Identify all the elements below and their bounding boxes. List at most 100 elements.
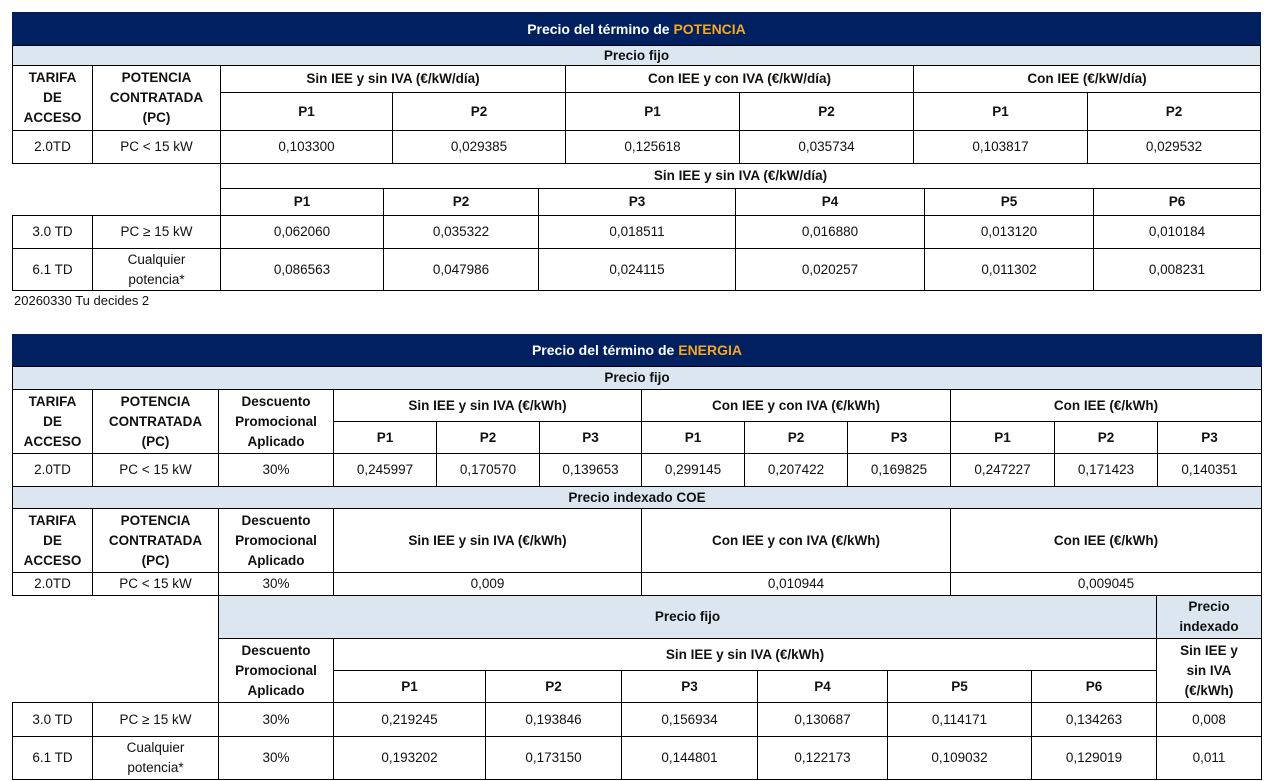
cell-pc: PC < 15 kW — [92, 453, 219, 487]
period-header: P2 — [383, 188, 539, 216]
group-header: Con IEE (€/kWh) — [950, 389, 1262, 422]
footnote: 20260330 Tu decides 2 — [14, 293, 150, 308]
period-header: P1 — [333, 421, 437, 454]
cell-pc: PC < 15 kW — [92, 130, 221, 164]
cell-pc: Cualquier potencia* — [92, 736, 219, 780]
cell-value: 0,193846 — [485, 702, 622, 737]
cell-value: 0,169825 — [847, 453, 951, 487]
cell-value: 0,122173 — [757, 736, 888, 780]
period-header: P1 — [565, 92, 740, 131]
period-header: P6 — [1031, 670, 1157, 703]
cell-value: 0,016880 — [735, 215, 925, 249]
cell-value: 0,193202 — [333, 736, 486, 780]
indexado-group-header: Sin IEE y sin IVA (€/kWh) — [1156, 638, 1262, 703]
cell-tarifa: 6.1 TD — [12, 736, 93, 780]
precio-fijo-band: Precio fijo — [12, 45, 1261, 66]
title-highlight: POTENCIA — [673, 20, 746, 37]
cell-value: 0,008231 — [1093, 248, 1261, 291]
cell-value: 0,219245 — [333, 702, 486, 737]
cell-value: 0,047986 — [383, 248, 539, 291]
period-header: P2 — [436, 421, 540, 454]
cell-pc: PC ≥ 15 kW — [92, 215, 221, 249]
cell-indexado: 0,011 — [1156, 736, 1262, 780]
group-header: Sin IEE y sin IVA (€/kW/día) — [220, 163, 1261, 189]
cell-value: 0,103300 — [220, 130, 393, 164]
period-header: P1 — [220, 92, 393, 131]
period-header: P2 — [392, 92, 566, 131]
cell-pc: Cualquier potencia* — [92, 248, 221, 291]
cell-value: 0,109032 — [887, 736, 1032, 780]
cell-value: 0,009 — [333, 572, 642, 596]
group-header: Sin IEE y sin IVA (€/kW/día) — [220, 65, 566, 93]
group-header: Con IEE y con IVA (€/kW/día) — [565, 65, 914, 93]
period-header: P2 — [1054, 421, 1158, 454]
cell-value: 0,139653 — [539, 453, 642, 487]
period-header: P2 — [739, 92, 914, 131]
group-header: Con IEE (€/kW/día) — [913, 65, 1261, 93]
period-header: P2 — [744, 421, 848, 454]
cell-pc: PC < 15 kW — [92, 572, 219, 596]
cell-tarifa: 2.0TD — [12, 453, 93, 487]
cell-value: 0,299145 — [641, 453, 745, 487]
cell-value: 0,010184 — [1093, 215, 1261, 249]
cell-tarifa: 3.0 TD — [12, 702, 93, 737]
period-header: P6 — [1093, 188, 1261, 216]
cell-tarifa: 6.1 TD — [12, 248, 93, 291]
energia-title: Precio del término de ENERGIA — [12, 334, 1262, 366]
period-header: P4 — [735, 188, 925, 216]
period-header: P2 — [1087, 92, 1261, 131]
period-header: P1 — [950, 421, 1055, 454]
cell-value: 0,103817 — [913, 130, 1088, 164]
cell-value: 0,140351 — [1157, 453, 1262, 487]
period-header: P3 — [1157, 421, 1262, 454]
precio-indexado-band: Precio indexado COE — [12, 486, 1262, 509]
group-header: Sin IEE y sin IVA (€/kWh) — [333, 638, 1157, 671]
period-header: P3 — [847, 421, 951, 454]
header-tarifa: TARIFA DE ACCESO — [12, 65, 93, 131]
cell-value: 0,245997 — [333, 453, 437, 487]
period-header: P3 — [538, 188, 736, 216]
header-potencia: POTENCIA CONTRATADA (PC) — [92, 65, 221, 131]
cell-value: 0,173150 — [485, 736, 622, 780]
header-tarifa: TARIFA DE ACCESO — [12, 389, 93, 454]
period-header: P5 — [887, 670, 1032, 703]
group-header: Con IEE y con IVA (€/kWh) — [641, 508, 951, 573]
header-tarifa: TARIFA DE ACCESO — [12, 508, 93, 573]
potencia-title: Precio del término de POTENCIA — [12, 12, 1261, 45]
cell-value: 0,029532 — [1087, 130, 1261, 164]
cell-descuento: 30% — [218, 702, 334, 737]
cell-value: 0,130687 — [757, 702, 888, 737]
period-header: P1 — [913, 92, 1088, 131]
period-header: P1 — [333, 670, 486, 703]
title-prefix: Precio del término de — [527, 20, 674, 37]
group-header: Sin IEE y sin IVA (€/kWh) — [333, 508, 642, 573]
cell-tarifa: 2.0TD — [12, 572, 93, 596]
cell-value: 0,062060 — [220, 215, 384, 249]
cell-value: 0,129019 — [1031, 736, 1157, 780]
header-potencia: POTENCIA CONTRATADA (PC) — [92, 389, 219, 454]
cell-tarifa: 3.0 TD — [12, 215, 93, 249]
header-descuento: Descuento Promocional Aplicado — [218, 638, 334, 703]
cell-value: 0,134263 — [1031, 702, 1157, 737]
cell-value: 0,035734 — [739, 130, 914, 164]
cell-value: 0,020257 — [735, 248, 925, 291]
cell-pc: PC ≥ 15 kW — [92, 702, 219, 737]
cell-value: 0,086563 — [220, 248, 384, 291]
period-header: P5 — [924, 188, 1094, 216]
title-prefix: Precio del término de — [531, 342, 679, 358]
precio-indexado-band: Precio indexado — [1156, 595, 1262, 639]
cell-value: 0,009045 — [950, 572, 1262, 596]
precio-fijo-band: Precio fijo — [12, 366, 1262, 390]
period-header: P1 — [220, 188, 384, 216]
cell-value: 0,247227 — [950, 453, 1055, 487]
cell-value: 0,114171 — [887, 702, 1032, 737]
period-header: P1 — [641, 421, 745, 454]
cell-value: 0,029385 — [392, 130, 566, 164]
group-header: Sin IEE y sin IVA (€/kWh) — [333, 389, 642, 422]
title-highlight: ENERGIA — [678, 342, 743, 358]
cell-value: 0,156934 — [621, 702, 758, 737]
period-header: P2 — [485, 670, 622, 703]
cell-value: 0,013120 — [924, 215, 1094, 249]
cell-value: 0,010944 — [641, 572, 951, 596]
cell-value: 0,170570 — [436, 453, 540, 487]
